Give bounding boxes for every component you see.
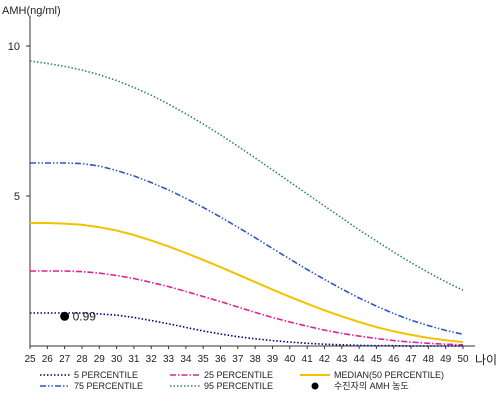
x-tick-label: 26 [42, 354, 54, 365]
legend-item: 75 PERCENTILE [40, 381, 143, 391]
x-tick-label: 39 [267, 354, 279, 365]
x-tick-label: 33 [163, 354, 175, 365]
x-tick-label: 34 [180, 354, 192, 365]
x-tick-label: 38 [250, 354, 262, 365]
plot-area: AMH(ng/ml) 나이 [2, 5, 497, 367]
x-tick-label: 36 [215, 354, 227, 365]
legend-label: 25 PERCENTILE [204, 370, 273, 380]
x-ticks: 25 26 27 28 29 30 31 32 33 34 35 36 37 38 39 40 41 42 43 44… [24, 346, 469, 365]
series-line [30, 270, 464, 346]
patient-marker-dot [60, 311, 70, 321]
x-tick-label: 42 [319, 354, 331, 365]
legend-label: 5 PERCENTILE [74, 370, 138, 380]
y-axis-label: AMH(ng/ml) [2, 5, 61, 17]
legend-label: 수진자의 AMH 농도 [334, 381, 409, 391]
series-line [30, 222, 464, 344]
x-tick-label: 40 [284, 354, 296, 365]
series-line [30, 162, 464, 336]
x-tick-label: 45 [371, 354, 383, 365]
y-ticks: 5 10 [8, 41, 30, 203]
y-tick-label: 5 [14, 191, 20, 203]
x-tick-label: 50 [457, 354, 469, 365]
x-tick-label: 32 [146, 354, 158, 365]
legend-swatch [311, 382, 319, 390]
x-axis-label: 나이 [475, 353, 497, 367]
x-tick-label: 48 [423, 354, 435, 365]
x-tick-label: 47 [405, 354, 417, 365]
legend: 5 PERCENTILE 25 PERCENTILE MEDIAN(50 PERCE… [40, 370, 444, 391]
legend-item: MEDIAN(50 PERCENTILE) [300, 370, 444, 380]
series-lines [29, 60, 464, 347]
x-tick-label: 44 [354, 354, 366, 365]
x-tick-label: 28 [76, 354, 88, 365]
x-tick-label: 41 [302, 354, 314, 365]
x-tick-label: 31 [128, 354, 140, 365]
x-tick-label: 35 [198, 354, 210, 365]
x-tick-label: 49 [440, 354, 452, 365]
x-tick-label: 27 [59, 354, 71, 365]
legend-item: 5 PERCENTILE [40, 370, 138, 380]
x-tick-label: 29 [94, 354, 106, 365]
series-line [29, 60, 464, 291]
x-tick-label: 46 [388, 354, 400, 365]
x-tick-label: 25 [24, 354, 36, 365]
patient-marker-label: 0.99 [73, 309, 97, 323]
x-tick-label: 30 [111, 354, 123, 365]
y-tick-label: 10 [8, 41, 20, 53]
legend-item: 95 PERCENTILE [170, 381, 273, 391]
legend-item: 수진자의 AMH 농도 [311, 381, 409, 391]
x-tick-label: 43 [336, 354, 348, 365]
legend-item: 25 PERCENTILE [170, 370, 273, 380]
patient-marker: 0.99 [60, 309, 96, 323]
legend-label: 95 PERCENTILE [204, 381, 273, 391]
legend-label: MEDIAN(50 PERCENTILE) [334, 370, 444, 380]
legend-label: 75 PERCENTILE [74, 381, 143, 391]
x-tick-label: 37 [232, 354, 244, 365]
